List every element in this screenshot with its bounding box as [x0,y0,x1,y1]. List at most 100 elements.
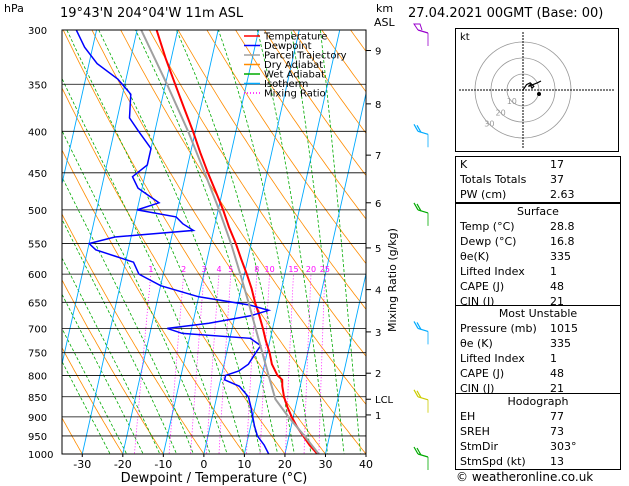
most-unstable-value: 1015 [550,322,578,335]
index-label: PW (cm) [460,188,507,201]
wind-barbs [413,23,429,470]
pressure-unit-label: hPa [4,2,24,15]
wet-adiabat-line [62,176,194,454]
sounding-series [75,30,321,454]
most-unstable-row: Lifted Index 1 [456,351,620,366]
wind-barb [417,29,429,34]
most-unstable-row: CAPE (J) 48 [456,366,620,381]
height-tick-label: 5 [375,244,381,255]
most-unstable-value: 1 [550,352,557,365]
datetime-title: 27.04.2021 00GMT (Base: 00) [408,6,604,21]
index-value: 17 [550,158,564,171]
most-unstable-label: CAPE (J) [460,367,505,380]
isotherm-line [243,30,341,454]
surface-title: Surface [517,205,559,218]
wind-barb [417,453,429,458]
most-unstable-list: Pressure (mb) 1015 θe (K) 335 Lifted Index 1 C… [456,321,620,396]
wet-adiabat-line [290,30,345,454]
hodograph-table-value: 303° [550,440,577,453]
dewpoint-line [75,30,272,454]
most-unstable-label: Pressure (mb) [460,322,537,335]
most-unstable-value: 335 [550,337,571,350]
dry-adiabat-line [292,30,366,134]
temperature-tick-labels: -30 -20 -10 0 10 20 30 40 [73,454,373,471]
wind-barb-flag [416,203,422,212]
temperature-tick-label: 0 [200,458,207,471]
mixing-ratio-line [190,274,205,454]
hodograph-table-label: StmSpd (kt) [460,455,526,468]
x-axis-label: Dewpoint / Temperature (°C) [121,471,308,486]
mixing-ratio-label: 3 [201,265,206,274]
hodograph-table-list: EH 77 SREH 73 StmDir 303° StmSpd (kt) 13 [456,409,620,469]
pressure-tick-label: 350 [28,80,47,91]
most-unstable-row: θe (K) 335 [456,336,620,351]
most-unstable-row: Pressure (mb) 1015 [456,321,620,336]
wind-barb-flag [416,125,422,133]
mixing-ratio-label: 25 [320,265,330,274]
hodograph-ring-label: 30 [484,120,494,129]
storm-motion-marker [537,92,541,96]
wind-barb [417,396,429,401]
isotherm-line [0,0,30,471]
legend-entry: Temperature [263,32,327,43]
wet-adiabat-line [62,360,111,454]
dry-adiabat-line [206,30,366,265]
wind-barb-flag [416,447,422,456]
most-unstable-value: 21 [550,382,564,395]
surface-row: Lifted Index 1 [456,264,620,279]
surface-value: 48 [550,280,564,293]
mixing-ratio-line [168,274,185,454]
location-title: 19°43'N 204°04'W 11m ASL [60,6,244,21]
pressure-tick-label: 800 [28,371,47,382]
mixing-ratio-label: 1 [148,265,153,274]
dry-adiabat-line [263,30,366,177]
mixing-ratio-line [318,274,326,454]
wind-barb-flag [416,322,422,330]
index-label: K [460,158,468,171]
temperature-tick-label: -10 [154,458,172,471]
wind-barb-flag [413,321,419,329]
height-tick-label: 1 [375,411,381,422]
pressure-tick-label: 550 [28,239,47,250]
indices-panel: K 17 Totals Totals 37 PW (cm) 2.63 [455,156,621,203]
most-unstable-label: θe (K) [460,337,493,350]
height-unit-label-asl: ASL [374,16,395,29]
pressure-tick-label: 450 [28,169,47,180]
surface-panel: Surface Temp (°C) 28.8 Dewp (°C) 16.8 θe(K) 3… [455,203,621,310]
wet-adiabat-line [62,327,128,454]
index-row: Totals Totals 37 [456,172,620,187]
hodograph-ring-label: 20 [496,108,506,117]
temperature-tick-label: 20 [278,458,292,471]
dry-adiabat-line [235,30,366,220]
wind-barb-flag [413,446,419,455]
wet-adiabat-line [62,257,161,454]
surface-label: Lifted Index [460,265,525,278]
mixing-ratio-line [133,274,152,454]
credit-footer: © weatheronline.co.uk [456,470,594,484]
mixing-ratio-label: 20 [306,265,316,274]
hodograph-table-label: SREH [460,425,490,438]
height-tick-labels: 9 8 7 6 5 4 3 2 LCL 1 [366,47,394,422]
index-value: 37 [550,173,564,186]
dry-adiabat-line [62,87,286,454]
temperature-line [155,30,320,454]
surface-row: CAPE (J) 48 [456,279,620,294]
isotherm-line [325,271,366,454]
hodograph-table-row: StmDir 303° [456,439,620,454]
mixing-ratio-axis-label: Mixing Ratio (g/kg) [386,228,399,332]
pressure-tick-label: 1000 [28,450,53,461]
height-tick-label: 9 [375,47,381,58]
surface-value: 16.8 [550,235,575,248]
most-unstable-row: CIN (J) 21 [456,381,620,396]
pressure-tick-label: 650 [28,298,47,309]
wind-barb-flag [416,390,422,399]
dry-adiabat-line [62,417,83,454]
mixing-ratio-lines [133,274,326,454]
isotherm-line [122,30,219,454]
isotherm-line [162,30,260,454]
temperature-tick-label: 10 [237,458,251,471]
hodograph-ring-label: 10 [507,97,517,106]
